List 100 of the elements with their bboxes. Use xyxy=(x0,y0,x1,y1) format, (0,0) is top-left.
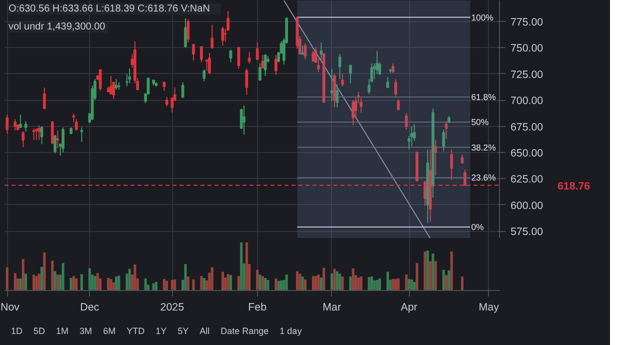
y-tick-label: 625.00 xyxy=(510,174,544,186)
candlestick xyxy=(208,52,211,74)
candlestick xyxy=(56,130,60,149)
bar xyxy=(166,280,168,290)
bar xyxy=(405,274,408,290)
candlestick xyxy=(6,114,9,134)
bar xyxy=(154,282,158,290)
bar xyxy=(258,274,262,290)
bar xyxy=(19,278,22,290)
bar xyxy=(128,268,131,290)
bar xyxy=(22,259,24,290)
candlestick xyxy=(396,98,400,112)
candlestick xyxy=(434,139,438,176)
bar xyxy=(266,280,270,290)
bar xyxy=(24,274,28,290)
x-tick-label: Feb xyxy=(248,302,267,314)
x-tick-label: Apr xyxy=(400,302,418,314)
candlestick xyxy=(210,24,214,50)
bar xyxy=(245,242,248,290)
annotation: vol undr 1,439,300.00 xyxy=(8,22,106,32)
candlestick xyxy=(442,128,446,152)
candlestick xyxy=(80,126,84,143)
bar xyxy=(186,276,190,290)
bar xyxy=(304,279,306,290)
bar xyxy=(274,278,278,290)
candlestick xyxy=(258,62,262,81)
candlestick xyxy=(341,73,344,87)
bar xyxy=(296,271,299,290)
candlestick xyxy=(301,45,304,56)
bar xyxy=(237,276,240,290)
ref-line-label: 618.76 xyxy=(558,180,590,192)
bar xyxy=(32,274,36,290)
x-tick-label: Mar xyxy=(322,302,342,314)
bar xyxy=(75,278,78,290)
bar xyxy=(107,278,110,290)
bar xyxy=(51,260,54,290)
candlestick xyxy=(242,104,246,136)
annotation: O:630.56 H:633.66 L:618.39 C:618.76 V:NaN xyxy=(8,4,210,14)
bar xyxy=(88,268,91,290)
candlestick xyxy=(19,114,22,128)
candlestick xyxy=(274,54,278,76)
candlestick xyxy=(330,68,334,102)
bar xyxy=(115,276,118,290)
candlestick xyxy=(349,64,352,84)
candlestick xyxy=(192,44,195,61)
bar xyxy=(322,268,326,290)
bar xyxy=(314,276,318,290)
bar xyxy=(118,276,120,290)
series-label: 23.6% xyxy=(471,172,496,183)
bar xyxy=(70,278,72,290)
bar xyxy=(386,272,389,290)
bar xyxy=(410,279,413,290)
candlestick xyxy=(35,128,38,140)
bar xyxy=(80,274,83,290)
candlestick xyxy=(184,18,187,48)
bar xyxy=(184,264,187,290)
bar xyxy=(397,278,400,290)
bar xyxy=(261,276,264,290)
candlestick xyxy=(404,112,408,130)
candlestick xyxy=(200,46,203,63)
bar xyxy=(373,280,376,290)
x-tick-label: Nov xyxy=(0,302,20,314)
text: 6M xyxy=(103,325,116,338)
bar xyxy=(256,270,259,290)
bar xyxy=(226,274,230,290)
text: 1 day xyxy=(280,325,302,338)
bar xyxy=(96,273,99,290)
text: 1Y xyxy=(156,325,167,338)
bar xyxy=(394,278,397,290)
series-label: 61.8% xyxy=(471,92,496,102)
bar xyxy=(336,271,338,290)
y-tick-label: 700.00 xyxy=(510,95,544,108)
series-label: 38.2% xyxy=(471,142,496,152)
bar xyxy=(134,264,136,290)
candlestick xyxy=(444,120,448,140)
bar xyxy=(378,278,382,290)
text: 1M xyxy=(56,325,69,338)
bar xyxy=(450,252,453,290)
bar xyxy=(349,276,352,290)
candlestick xyxy=(336,84,339,108)
bar xyxy=(368,277,370,290)
bar xyxy=(162,278,166,290)
candlestick xyxy=(338,53,342,80)
bar xyxy=(301,276,304,290)
bar xyxy=(320,278,322,290)
candlestick xyxy=(386,76,390,88)
bar xyxy=(360,276,362,290)
candlestick xyxy=(62,126,64,154)
bar xyxy=(229,275,232,290)
bar xyxy=(416,263,418,290)
bar xyxy=(330,274,334,290)
bar xyxy=(72,276,75,290)
bar xyxy=(413,282,416,290)
candlestick xyxy=(450,148,454,180)
series-label: 0% xyxy=(471,222,484,232)
candlestick xyxy=(114,78,118,90)
bar xyxy=(202,278,206,290)
candlestick xyxy=(165,96,168,107)
bar xyxy=(341,276,344,290)
candlestick xyxy=(110,75,112,94)
